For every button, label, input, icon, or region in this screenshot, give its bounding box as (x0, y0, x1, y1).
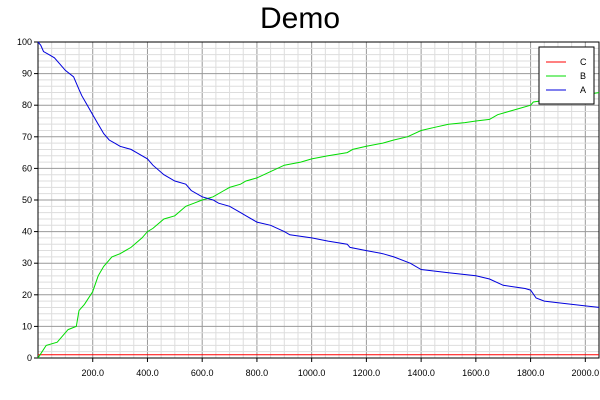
legend: CBA (538, 46, 595, 105)
x-tick-label: 1400.0 (407, 368, 435, 378)
x-tick-label: 1200.0 (353, 368, 381, 378)
legend-label-c: C (580, 57, 587, 67)
y-tick-label: 10 (22, 321, 32, 331)
x-tick-label: 400.0 (136, 368, 159, 378)
series-line-a (37, 41, 600, 308)
y-tick-label: 40 (22, 227, 32, 237)
y-tick-label: 20 (22, 290, 32, 300)
x-tick-label: 1600.0 (462, 368, 490, 378)
x-tick-label: 2000.0 (572, 368, 600, 378)
x-tick-label: 600.0 (191, 368, 214, 378)
y-tick-label: 80 (22, 100, 32, 110)
y-tick-label: 50 (22, 195, 32, 205)
x-tick-label: 200.0 (81, 368, 104, 378)
legend-label-a: A (580, 85, 586, 95)
y-tick-label: 30 (22, 258, 32, 268)
y-tick-label: 60 (22, 163, 32, 173)
y-tick-label: 0 (27, 353, 32, 363)
series-lines (37, 41, 600, 359)
legend-label-b: B (580, 71, 586, 81)
x-tick-label: 800.0 (246, 368, 269, 378)
y-tick-label: 90 (22, 69, 32, 79)
grid (38, 42, 599, 358)
y-tick-label: 70 (22, 132, 32, 142)
x-tick-label: 1000.0 (298, 368, 326, 378)
axes: 200.0 400.0 600.0 800.0 1000.0 1200.0 1400.0 16… (17, 37, 599, 378)
x-tick-label: 1800.0 (517, 368, 545, 378)
series-line-b (37, 92, 600, 359)
y-tick-label: 100 (17, 37, 32, 47)
chart-title: Demo (259, 2, 341, 35)
